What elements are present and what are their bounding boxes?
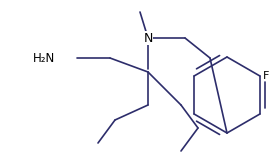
Text: H₂N: H₂N: [33, 51, 55, 64]
Text: F: F: [263, 71, 269, 81]
Text: N: N: [143, 32, 153, 44]
